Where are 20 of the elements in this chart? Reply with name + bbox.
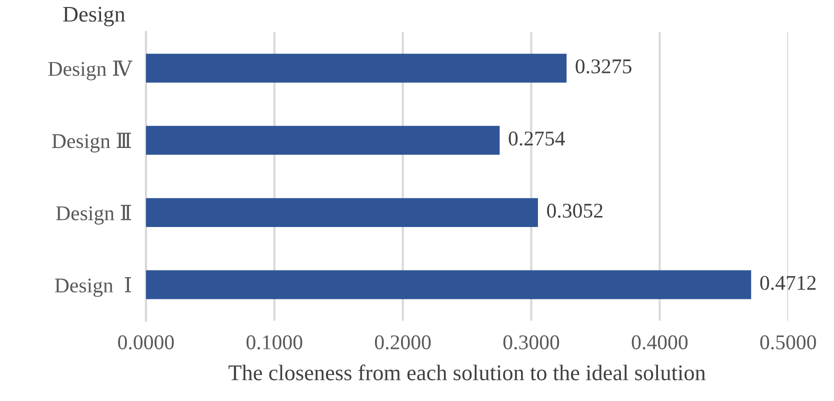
bar	[146, 54, 567, 83]
data-label: 0.3052	[547, 204, 602, 218]
bar	[146, 198, 538, 227]
y-tick-label: Design Ⅱ	[56, 204, 131, 225]
data-label: 0.3275	[576, 59, 632, 74]
bar	[146, 126, 500, 155]
x-tick-label: 0.3000	[503, 335, 560, 350]
x-tick-label: 0.5000	[760, 335, 816, 350]
data-label: 0.2754	[508, 132, 565, 146]
x-axis-title: The closeness from each solution to the ideal solution	[228, 364, 706, 380]
y-tick-label: Design Ⅲ	[52, 132, 131, 152]
y-tick-label: Design Ⅰ	[54, 277, 131, 297]
x-tick-label: 0.1000	[246, 335, 302, 350]
x-tick-label: 0.2000	[374, 335, 431, 350]
y-tick-label: Design Ⅳ	[48, 60, 132, 80]
y-axis-title: Design	[63, 6, 126, 26]
x-tick-label: 0.0000	[118, 335, 174, 350]
x-tick-label: 0.4000	[632, 335, 688, 350]
bar	[146, 270, 752, 300]
data-label: 0.4712	[760, 276, 816, 290]
